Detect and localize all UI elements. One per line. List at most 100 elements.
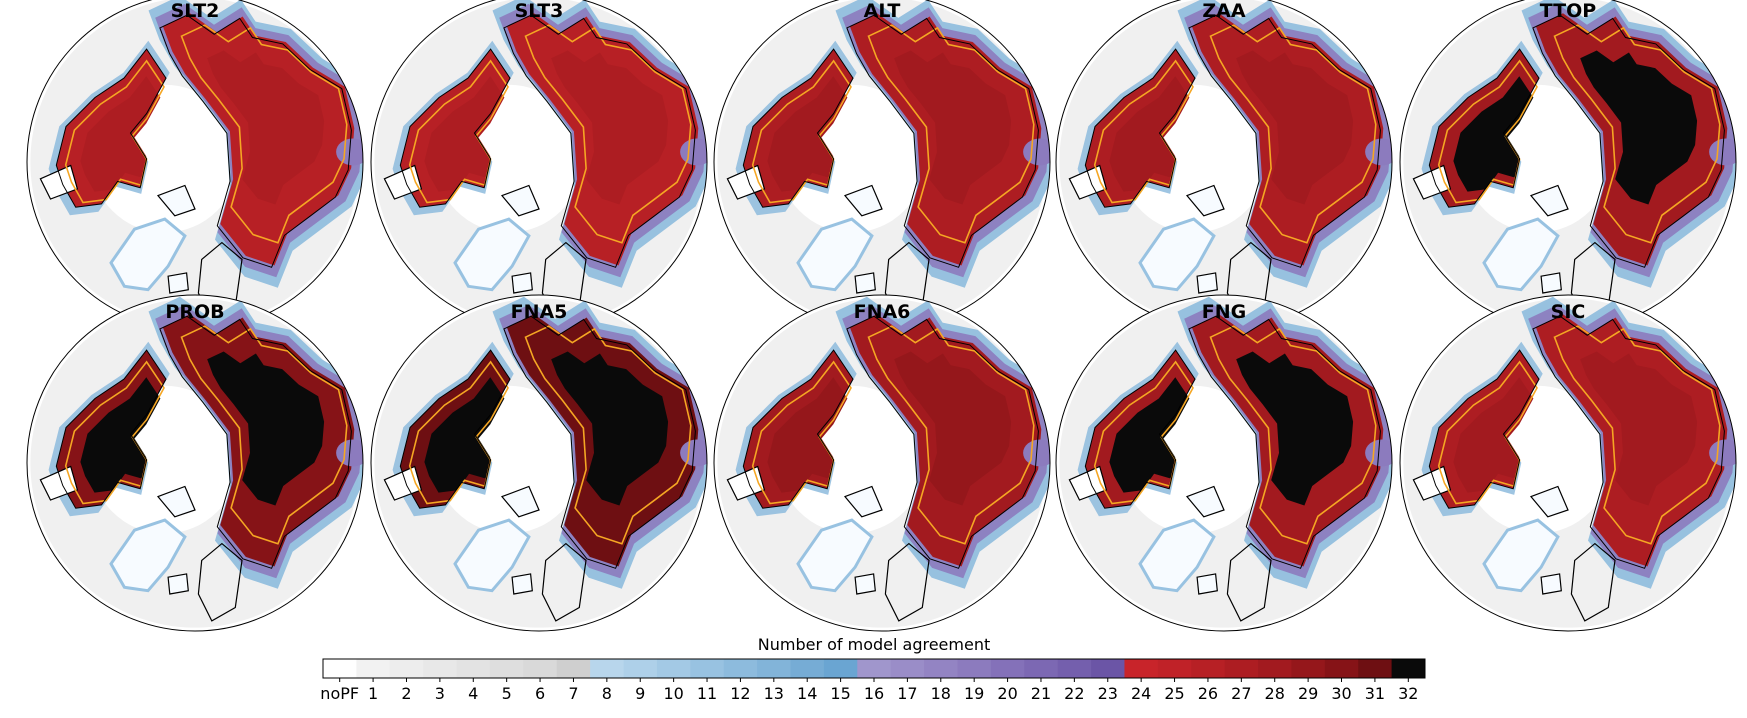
siberia-contour — [1553, 325, 1721, 545]
greenland — [453, 217, 531, 292]
colorbar-tick-label: 1 — [368, 684, 378, 703]
colorbar-tick-label: 13 — [764, 684, 784, 703]
eurasia-coastline — [846, 315, 1039, 569]
colorbar-tick-label: 20 — [997, 684, 1017, 703]
greenland — [109, 518, 187, 593]
colorbar-cell-24 — [1124, 659, 1159, 678]
panel-title: ALT — [864, 0, 901, 22]
colorbar-cell-19 — [957, 659, 992, 678]
map-panel-alt: ALT — [713, 0, 1051, 331]
colorbar-tick-label: 21 — [1031, 684, 1051, 703]
siberia-contour — [180, 24, 348, 244]
eurasia-coastline — [159, 14, 352, 268]
greenland — [109, 217, 187, 292]
siberia-core-zone — [1580, 351, 1698, 506]
colorbar-cell-22 — [1057, 659, 1092, 678]
scandinavia-coastline — [541, 542, 587, 622]
north-america-core — [1109, 76, 1190, 192]
colorbar-cell-6 — [523, 659, 558, 678]
colorbar-cell-32 — [1391, 659, 1426, 678]
colorbar-cell-9 — [623, 659, 658, 678]
colorbar-cell-1 — [356, 659, 391, 678]
colorbar-cell-11 — [690, 659, 725, 678]
iceland — [854, 573, 876, 595]
colorbar-tick-label: 10 — [663, 684, 683, 703]
iceland — [1196, 272, 1218, 294]
colorbar-cell-25 — [1157, 659, 1192, 678]
siberia-contour — [867, 325, 1035, 545]
north-america-core — [1453, 76, 1534, 192]
panel-title: SLT3 — [515, 0, 564, 22]
iceland — [1540, 272, 1562, 294]
greenland — [1138, 217, 1216, 292]
map-field — [30, 0, 363, 327]
colorbar-tick-label: 16 — [864, 684, 884, 703]
north-america-coastline — [742, 349, 854, 509]
colorbar-tick-label: 8 — [602, 684, 612, 703]
baffin-island — [1185, 184, 1225, 217]
panel-title: FNA5 — [511, 301, 568, 323]
siberia-core-zone — [1580, 50, 1698, 205]
colorbar-tick-label: 3 — [435, 684, 445, 703]
siberia-contour — [1553, 24, 1721, 244]
siberia-contour — [180, 325, 348, 545]
baffin-island — [843, 184, 883, 217]
colorbar-cell-3 — [423, 659, 457, 678]
colorbar-tick-label: 29 — [1298, 684, 1318, 703]
baffin-island — [500, 184, 540, 217]
colorbar-tick-label: 12 — [730, 684, 750, 703]
colorbar-tick-label: 31 — [1365, 684, 1385, 703]
eurasia-coastline — [503, 315, 696, 569]
north-america-core — [767, 377, 848, 493]
iceland — [511, 573, 533, 595]
north-america-coastline — [1428, 349, 1540, 509]
north-america-core — [767, 76, 848, 192]
colorbar-cell-28 — [1258, 659, 1292, 678]
colorbar-tick-label: 27 — [1231, 684, 1251, 703]
colorbar-cell-23 — [1091, 659, 1125, 678]
iceland — [854, 272, 876, 294]
colorbar-cell-10 — [656, 659, 691, 678]
scandinavia-coastline — [1226, 542, 1272, 622]
map-panel-ttop: TTOP — [1399, 0, 1737, 331]
colorbar-cell-29 — [1291, 659, 1326, 678]
panel-title: FNA6 — [854, 301, 911, 323]
colorbar-tick-label: 11 — [697, 684, 717, 703]
colorbar-tick-label: 25 — [1164, 684, 1184, 703]
map-panel-sic: SIC — [1399, 294, 1737, 632]
colorbar-tick-label: noPF — [320, 684, 359, 703]
iceland — [167, 573, 189, 595]
iceland — [511, 272, 533, 294]
iceland — [167, 272, 189, 294]
panel-title: PROB — [165, 301, 224, 323]
eurasia-coastline — [1532, 14, 1725, 268]
baffin-island — [843, 485, 883, 518]
colorbar-cell-14 — [790, 659, 825, 678]
colorbar-tick-label: 5 — [502, 684, 512, 703]
colorbar-tick-label: 23 — [1098, 684, 1118, 703]
north-america-coastline — [55, 48, 167, 208]
map-field — [1059, 296, 1392, 628]
eurasia-coastline — [503, 14, 696, 268]
colorbar-tick-label: 19 — [964, 684, 984, 703]
colorbar-cell-12 — [723, 659, 758, 678]
baffin-island — [1529, 485, 1569, 518]
colorbar-tick-label: 32 — [1398, 684, 1418, 703]
map-field — [1059, 0, 1392, 327]
iceland — [1540, 573, 1562, 595]
siberia-core-zone — [894, 351, 1012, 506]
north-america-coastline — [55, 349, 167, 509]
eurasia-coastline — [1188, 14, 1381, 268]
north-america-core — [424, 76, 505, 192]
siberia-contour — [867, 24, 1035, 244]
north-america-core — [1453, 377, 1534, 493]
baffin-island — [500, 485, 540, 518]
map-panel-prob: PROB — [26, 294, 364, 632]
iceland — [1196, 573, 1218, 595]
map-boundary-circle — [26, 294, 364, 632]
baffin-island — [156, 485, 196, 518]
map-panel-slt3: SLT3 — [370, 0, 708, 331]
colorbar-cell-0 — [323, 659, 357, 678]
north-america-core — [80, 76, 161, 192]
greenland — [1482, 217, 1560, 292]
